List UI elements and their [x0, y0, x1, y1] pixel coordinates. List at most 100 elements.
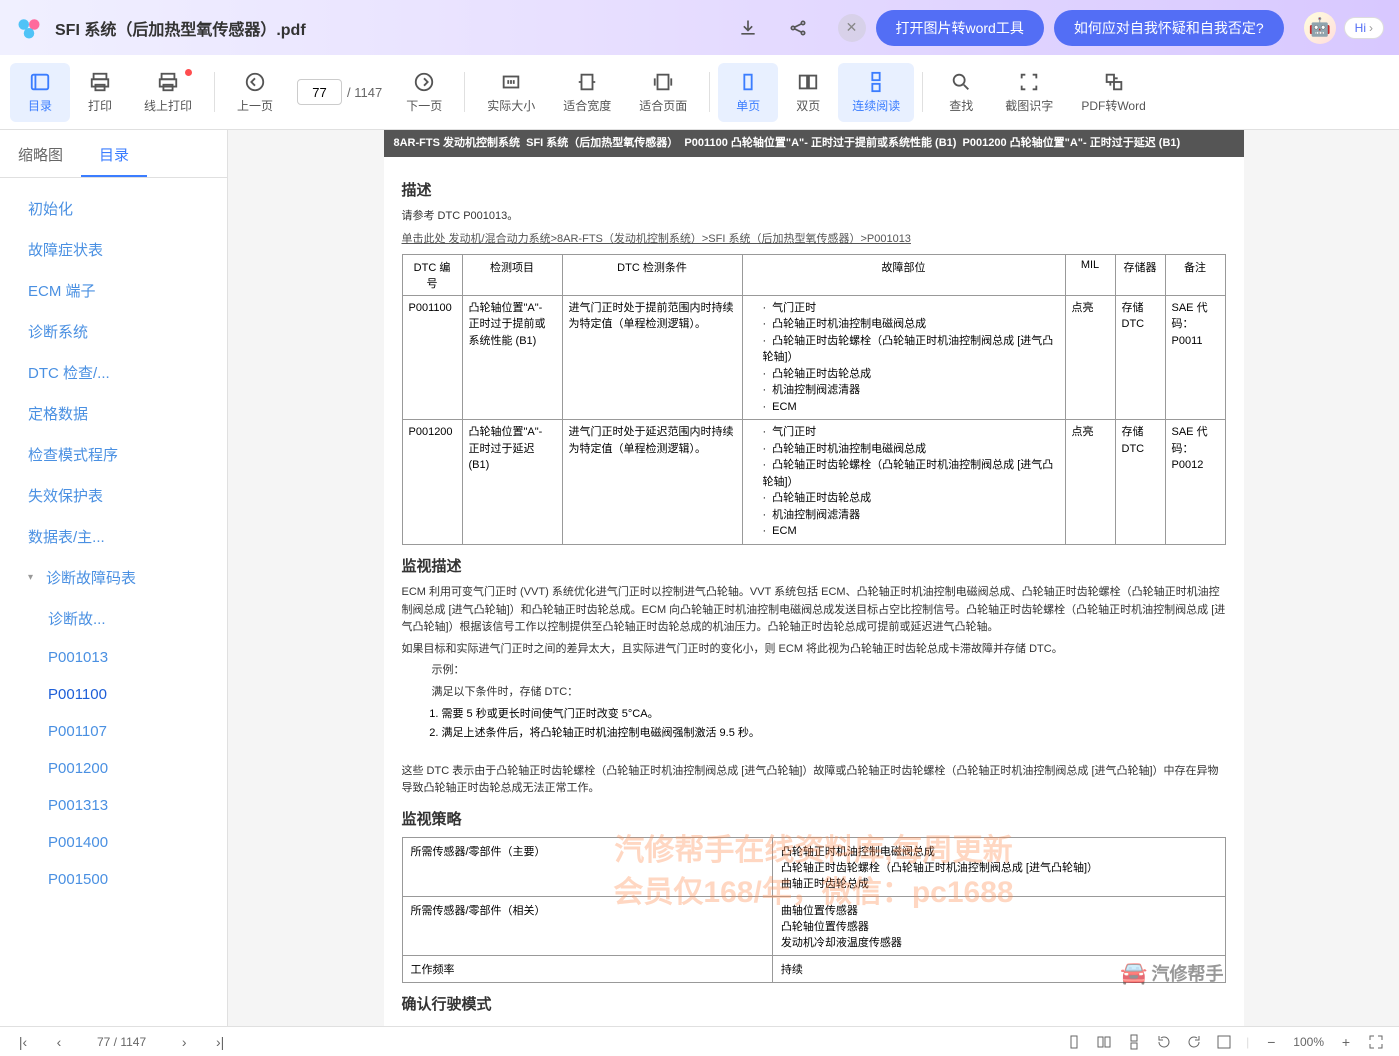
view-continuous-icon[interactable]	[1126, 1034, 1142, 1050]
double-page-icon	[797, 71, 819, 93]
rotate-right-icon[interactable]	[1186, 1034, 1202, 1050]
toc-item[interactable]: P001500	[0, 861, 227, 898]
sensor-table: 所需传感器/零部件（主要）凸轮轴正时机油控制电磁阀总成 凸轮轴正时齿轮螺栓（凸轮…	[402, 837, 1226, 983]
find-button[interactable]: 查找	[931, 63, 991, 122]
toc-item[interactable]: 诊断系统	[0, 311, 227, 352]
table-header: DTC 检测条件	[562, 254, 742, 295]
toc-item-label: 定格数据	[28, 403, 88, 424]
example-heading: 示例：	[402, 662, 1226, 680]
toc-list[interactable]: 初始化故障症状表 ECM 端子诊断系统DTC 检查/... 定格数据检查模式程序失效…	[0, 178, 227, 1026]
brand-watermark: 🚘 汽修帮手	[1120, 960, 1223, 986]
toc-item[interactable]: ECM 端子	[0, 270, 227, 311]
reference-link[interactable]: 单击此处 发动机/混合动力系统>8AR-FTS（发动机控制系统）>SFI 系统（…	[402, 230, 1226, 246]
fit-page-button[interactable]: 适合页面	[625, 63, 701, 122]
zoom-in-button[interactable]: +	[1338, 1034, 1354, 1050]
table-cell: 点亮	[1065, 420, 1115, 545]
tab-outline[interactable]: 目录	[81, 134, 147, 177]
table-row: 所需传感器/零部件（主要）凸轮轴正时机油控制电磁阀总成 凸轮轴正时齿轮螺栓（凸轮…	[402, 837, 1225, 896]
page-input-area: / 1147	[297, 79, 382, 105]
last-page-button[interactable]: ›|	[212, 1034, 228, 1050]
online-print-icon	[157, 71, 179, 93]
document-page: 8AR-FTS 发动机控制系统 SFI 系统（后加热型氧传感器） P001100…	[384, 130, 1244, 1026]
next-page-button[interactable]: ›	[176, 1034, 192, 1050]
toc-item[interactable]: P001313	[0, 787, 227, 824]
fullscreen-icon[interactable]	[1368, 1034, 1384, 1050]
open-image-to-word-button[interactable]: 打开图片转word工具	[876, 10, 1044, 46]
view-mode-icon[interactable]	[1216, 1034, 1232, 1050]
separator	[709, 72, 710, 112]
toc-item[interactable]: ▾诊断故障码表	[0, 557, 227, 598]
toc-item[interactable]: 数据表/主...	[0, 516, 227, 557]
table-cell: 所需传感器/零部件（主要）	[402, 837, 772, 896]
toc-item[interactable]: P001107	[0, 713, 227, 750]
toc-item-label: P001100	[48, 686, 107, 703]
toc-item[interactable]: P001400	[0, 824, 227, 861]
toc-item[interactable]: 定格数据	[0, 393, 227, 434]
table-cell: SAE 代码：P0012	[1165, 420, 1225, 545]
page-number-input[interactable]	[297, 79, 342, 105]
online-print-button[interactable]: 线上打印	[130, 63, 206, 122]
app-logo-icon	[15, 14, 43, 42]
toc-item-label: P001200	[48, 760, 108, 777]
title-bar: SFI 系统（后加热型氧传感器）.pdf ✕ 打开图片转word工具 如何应对自…	[0, 0, 1399, 55]
monitor-description: ECM 利用可变气门正时 (VVT) 系统优化进气门正时以控制进气凸轮轴。VVT…	[402, 584, 1226, 637]
single-page-button[interactable]: 单页	[718, 63, 778, 122]
table-cell: 凸轮轴位置"A"- 正时过于延迟 (B1)	[462, 420, 562, 545]
zoom-level: 100%	[1293, 1035, 1324, 1049]
table-cell: 点亮	[1065, 295, 1115, 420]
toc-item[interactable]: P001100	[0, 676, 227, 713]
table-header: DTC 编号	[402, 254, 462, 295]
table-row: 工作频率持续	[402, 955, 1225, 982]
fit-page-icon	[652, 71, 674, 93]
main-area: 缩略图 目录 初始化故障症状表ECM 端子诊断系统DTC 检查/...定格数据检…	[0, 130, 1399, 1026]
avatar-area[interactable]: 🤖 Hi›	[1304, 12, 1384, 44]
toc-item[interactable]: P001200	[0, 750, 227, 787]
download-icon[interactable]	[738, 18, 758, 38]
prev-page-button[interactable]: 上一页	[223, 63, 287, 122]
table-header: 故障部位	[742, 254, 1065, 295]
notification-dot-icon	[185, 69, 192, 76]
next-page-icon	[413, 71, 435, 93]
toc-item[interactable]: 检查模式程序	[0, 434, 227, 475]
zoom-out-button[interactable]: −	[1263, 1034, 1279, 1050]
first-page-button[interactable]: |‹	[15, 1034, 31, 1050]
help-suggestion-button[interactable]: 如何应对自我怀疑和自我否定?	[1054, 10, 1284, 46]
screenshot-ocr-button[interactable]: 截图识字	[991, 63, 1067, 122]
dtc-table: DTC 编号检测项目DTC 检测条件故障部位MIL存储器备注 P001100凸轮…	[402, 254, 1226, 545]
next-page-button[interactable]: 下一页	[392, 63, 456, 122]
document-viewport[interactable]: 8AR-FTS 发动机控制系统 SFI 系统（后加热型氧传感器） P001100…	[228, 130, 1399, 1026]
table-cell: 凸轮轴正时机油控制电磁阀总成 凸轮轴正时齿轮螺栓（凸轮轴正时机油控制阀总成 [进…	[772, 837, 1225, 896]
toc-item-label: 故障症状表	[28, 239, 103, 260]
actual-size-button[interactable]: 实际大小	[473, 63, 549, 122]
catalog-button[interactable]: 目录	[10, 63, 70, 122]
prev-page-button[interactable]: ‹	[51, 1034, 67, 1050]
close-suggestion-button[interactable]: ✕	[838, 14, 866, 42]
pdf-to-word-button[interactable]: PDF转Word	[1067, 63, 1159, 122]
share-icon[interactable]	[788, 18, 808, 38]
section-heading: 确认行驶模式	[402, 993, 1226, 1014]
double-page-button[interactable]: 双页	[778, 63, 838, 122]
tab-thumbnails[interactable]: 缩略图	[0, 134, 81, 177]
caret-down-icon: ▾	[28, 572, 40, 583]
table-header: 检测项目	[462, 254, 562, 295]
toc-item[interactable]: 诊断故...	[0, 598, 227, 639]
continuous-read-button[interactable]: 连续阅读	[838, 63, 914, 122]
view-double-icon[interactable]	[1096, 1034, 1112, 1050]
hi-badge[interactable]: Hi›	[1344, 17, 1384, 39]
toc-item[interactable]: 失效保护表	[0, 475, 227, 516]
separator	[214, 72, 215, 112]
toc-item-label: 诊断故...	[48, 608, 106, 629]
toc-item[interactable]: 初始化	[0, 188, 227, 229]
fit-width-icon	[576, 71, 598, 93]
toc-item[interactable]: 故障症状表	[0, 229, 227, 270]
fit-width-button[interactable]: 适合宽度	[549, 63, 625, 122]
table-row: P001100凸轮轴位置"A"- 正时过于提前或系统性能 (B1)进气门正时处于…	[402, 295, 1225, 420]
print-button[interactable]: 打印	[70, 63, 130, 122]
toc-item[interactable]: P001013	[0, 639, 227, 676]
view-single-icon[interactable]	[1066, 1034, 1082, 1050]
toc-item-label: P001313	[48, 797, 108, 814]
separator	[464, 72, 465, 112]
rotate-left-icon[interactable]	[1156, 1034, 1172, 1050]
toc-item[interactable]: DTC 检查/...	[0, 352, 227, 393]
table-cell: P001100	[402, 295, 462, 420]
